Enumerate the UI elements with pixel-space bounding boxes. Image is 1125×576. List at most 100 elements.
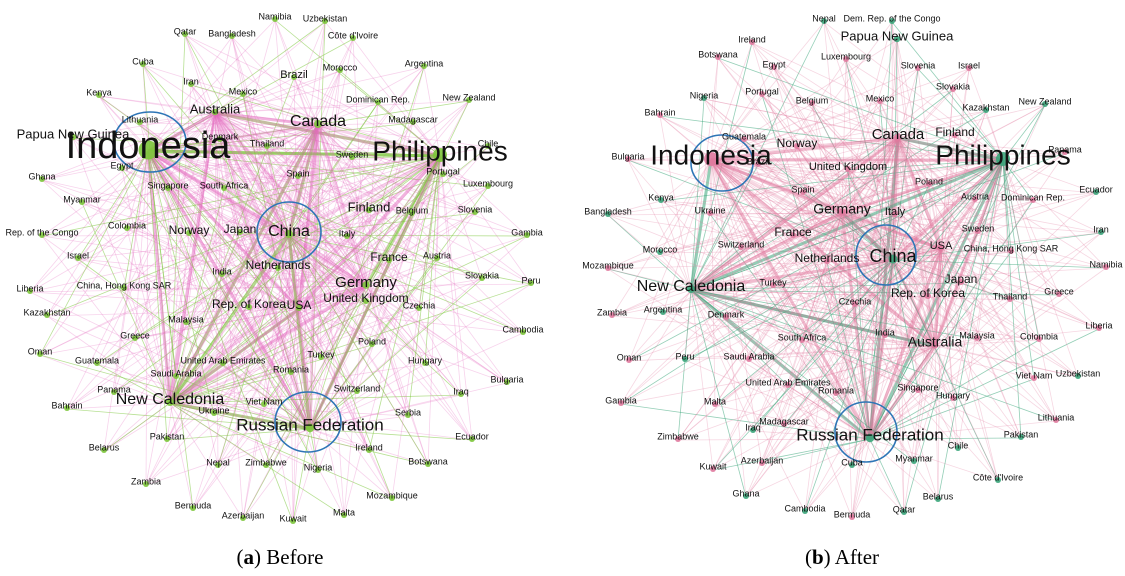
edge xyxy=(745,137,899,498)
edge xyxy=(620,289,692,405)
edge xyxy=(745,159,1004,498)
edge xyxy=(46,155,441,317)
edge xyxy=(169,188,225,404)
edge xyxy=(928,184,942,250)
edge xyxy=(934,338,978,347)
node xyxy=(111,389,117,395)
node-label: Russian Federation xyxy=(236,415,383,434)
node-label: Liberia xyxy=(1085,320,1112,330)
node xyxy=(609,312,615,318)
edge xyxy=(841,158,1004,215)
edge xyxy=(891,137,900,261)
node-label: Saudi Arabia xyxy=(723,351,774,361)
edge xyxy=(897,137,930,186)
edge xyxy=(214,112,409,417)
node xyxy=(746,356,752,362)
edge xyxy=(792,212,843,237)
edge xyxy=(169,344,373,404)
edge xyxy=(308,155,442,430)
edge xyxy=(72,137,290,236)
node xyxy=(1030,197,1036,203)
edge xyxy=(897,137,979,233)
node xyxy=(1031,375,1037,381)
edge xyxy=(761,248,942,465)
node xyxy=(79,199,85,205)
edge xyxy=(265,308,300,467)
edge xyxy=(427,155,441,466)
edge xyxy=(217,285,367,467)
node-label: Madagascar xyxy=(759,416,809,426)
edge xyxy=(841,212,896,216)
edge xyxy=(840,211,895,262)
node-label: Zambia xyxy=(597,307,627,317)
node-label: Greece xyxy=(120,330,150,340)
edge xyxy=(1002,159,1079,378)
node xyxy=(893,35,901,43)
edge xyxy=(677,137,899,441)
edge xyxy=(168,112,217,404)
node xyxy=(658,197,664,203)
edge xyxy=(231,36,300,310)
edge xyxy=(712,345,936,471)
node-label: Cambodia xyxy=(784,503,825,513)
edge xyxy=(851,248,942,467)
node xyxy=(723,314,729,320)
edge xyxy=(892,259,1060,296)
edge xyxy=(710,159,915,463)
edge xyxy=(690,289,789,387)
edge xyxy=(917,68,1004,161)
node xyxy=(852,301,858,307)
edge xyxy=(242,94,367,287)
node xyxy=(1018,434,1024,440)
edge xyxy=(690,289,905,514)
edge xyxy=(897,137,1035,380)
edge xyxy=(1002,159,1035,380)
edge xyxy=(892,259,999,482)
edge xyxy=(840,137,900,214)
edge xyxy=(184,34,319,126)
edge xyxy=(690,289,747,498)
edge xyxy=(185,112,216,324)
edge xyxy=(710,159,962,284)
node-label: Hungary xyxy=(408,355,443,365)
node-label: Ecuador xyxy=(455,431,489,441)
edge xyxy=(1002,104,1046,161)
edge xyxy=(231,36,319,126)
edge xyxy=(365,283,532,287)
edge xyxy=(740,137,899,249)
edge xyxy=(146,149,301,311)
edge xyxy=(1002,159,1040,341)
node-label: Viet Nam xyxy=(1016,370,1053,380)
edge xyxy=(214,112,420,310)
edge xyxy=(242,124,319,520)
edge xyxy=(214,66,425,114)
node-label: Guatemala xyxy=(722,131,766,141)
edge xyxy=(662,137,899,314)
edge xyxy=(783,212,843,426)
node-label: Pakistan xyxy=(1004,429,1039,439)
edge xyxy=(897,137,905,514)
node-label: France xyxy=(774,225,812,239)
edge xyxy=(801,137,899,342)
edge xyxy=(690,135,956,291)
edge xyxy=(897,137,1100,330)
edge xyxy=(242,94,319,126)
edge xyxy=(29,285,367,293)
node-label: Brazil xyxy=(747,156,770,166)
edge xyxy=(869,299,1011,440)
edge xyxy=(934,328,1100,347)
node xyxy=(687,285,695,293)
edge xyxy=(214,112,224,365)
edge xyxy=(214,112,299,178)
edge xyxy=(712,438,871,471)
edge xyxy=(214,112,268,148)
edge xyxy=(266,146,290,236)
edge xyxy=(166,124,319,441)
node-label: Morocco xyxy=(643,244,678,254)
edge xyxy=(147,149,441,158)
edge xyxy=(139,122,290,236)
node xyxy=(466,97,472,103)
edge xyxy=(298,236,348,310)
edge xyxy=(607,137,899,270)
node xyxy=(974,335,980,341)
